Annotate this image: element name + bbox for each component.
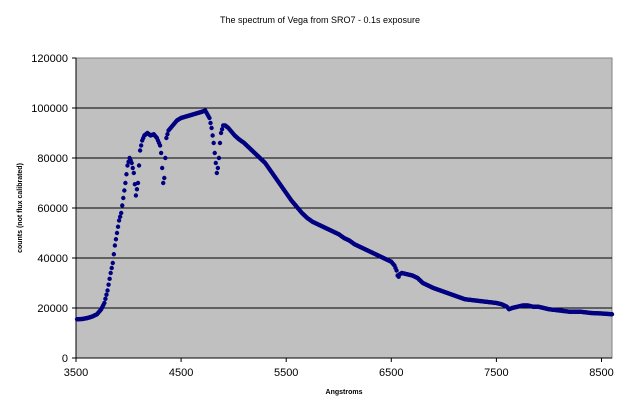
chart-title: The spectrum of Vega from SRO7 - 0.1s ex… bbox=[220, 15, 420, 25]
data-point bbox=[114, 230, 120, 236]
data-point bbox=[163, 155, 168, 161]
data-point bbox=[130, 165, 135, 171]
data-point bbox=[158, 150, 164, 156]
data-point bbox=[219, 127, 225, 132]
y-tick-label: 0 bbox=[62, 353, 68, 365]
data-point bbox=[208, 120, 213, 126]
x-tick-label: 8500 bbox=[589, 367, 613, 379]
data-point bbox=[215, 165, 221, 171]
data-point bbox=[136, 163, 142, 168]
data-points bbox=[74, 108, 615, 322]
data-point bbox=[112, 243, 118, 248]
data-point bbox=[216, 155, 222, 161]
data-point bbox=[207, 115, 212, 121]
y-tick-label: 80000 bbox=[37, 153, 68, 165]
data-point bbox=[217, 140, 223, 146]
data-point bbox=[110, 260, 115, 266]
data-point bbox=[135, 180, 141, 186]
data-point bbox=[111, 252, 117, 257]
data-point bbox=[129, 160, 134, 166]
x-tick-label: 7500 bbox=[484, 367, 508, 379]
gridlines bbox=[76, 107, 612, 309]
data-point bbox=[211, 140, 216, 146]
data-point bbox=[157, 143, 163, 148]
data-point bbox=[122, 188, 127, 193]
data-point bbox=[105, 288, 110, 293]
data-point bbox=[161, 180, 166, 186]
data-point bbox=[212, 150, 217, 156]
data-point bbox=[102, 300, 107, 306]
data-point bbox=[138, 143, 144, 148]
data-point bbox=[394, 268, 399, 273]
data-point bbox=[209, 125, 214, 131]
x-axis-label: Angstroms bbox=[326, 389, 363, 396]
data-point bbox=[121, 195, 126, 201]
data-point bbox=[162, 175, 167, 181]
data-point bbox=[116, 218, 122, 223]
data-point bbox=[109, 265, 114, 271]
data-point bbox=[120, 203, 125, 208]
data-point bbox=[213, 160, 218, 166]
y-axis-ticks: 0 20000 40000 60000 80000 100000 120000 bbox=[31, 53, 76, 365]
data-point bbox=[123, 180, 128, 186]
data-point bbox=[165, 132, 170, 137]
y-tick-label: 120000 bbox=[31, 53, 68, 65]
x-axis-ticks: 3500 4500 5500 6500 7500 8500 bbox=[64, 58, 614, 379]
data-point bbox=[104, 292, 109, 297]
data-point bbox=[133, 193, 139, 198]
x-tick-label: 3500 bbox=[64, 367, 88, 379]
data-point bbox=[164, 135, 169, 141]
y-tick-label: 100000 bbox=[31, 103, 68, 115]
data-point bbox=[113, 237, 119, 242]
data-point bbox=[107, 276, 112, 282]
data-point bbox=[115, 224, 121, 229]
data-point bbox=[118, 210, 124, 216]
data-point bbox=[131, 170, 137, 176]
y-axis-label: counts (not flux calibrated) bbox=[17, 163, 24, 253]
data-point bbox=[108, 270, 113, 276]
y-tick-label: 40000 bbox=[37, 253, 68, 265]
y-tick-label: 20000 bbox=[37, 303, 68, 315]
data-point bbox=[117, 214, 123, 219]
data-point bbox=[218, 130, 224, 136]
data-point bbox=[124, 172, 129, 177]
data-point bbox=[103, 296, 108, 302]
data-point bbox=[214, 170, 220, 176]
data-point bbox=[134, 187, 140, 192]
x-tick-label: 5500 bbox=[274, 367, 298, 379]
data-point bbox=[137, 148, 143, 153]
y-tick-label: 60000 bbox=[37, 203, 68, 215]
x-tick-label: 6500 bbox=[379, 367, 403, 379]
data-point bbox=[159, 165, 165, 171]
data-point bbox=[210, 133, 215, 138]
data-point bbox=[125, 163, 130, 168]
data-point bbox=[609, 312, 615, 317]
data-point bbox=[106, 282, 111, 287]
x-tick-label: 4500 bbox=[169, 367, 193, 379]
